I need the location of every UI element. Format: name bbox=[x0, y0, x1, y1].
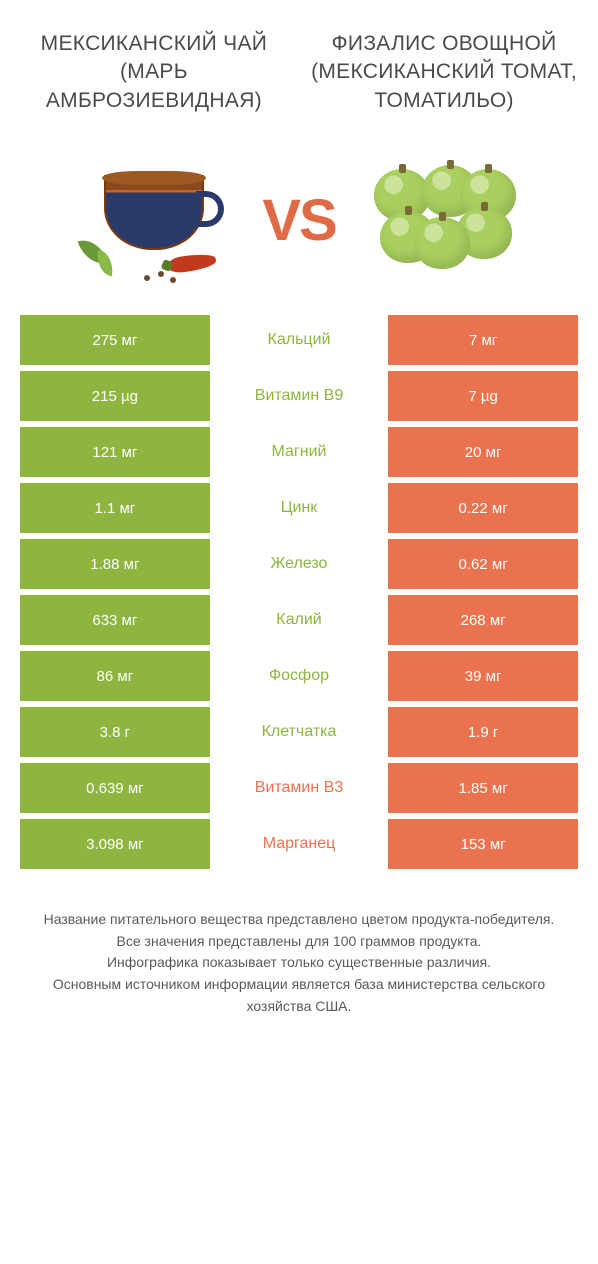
right-value-cell: 153 мг bbox=[388, 819, 578, 869]
left-value-cell: 86 мг bbox=[20, 651, 210, 701]
footer-line: Основным источником информации является … bbox=[28, 974, 570, 1017]
right-value-cell: 7 мг bbox=[388, 315, 578, 365]
right-value-cell: 0.22 мг bbox=[388, 483, 578, 533]
right-value-cell: 7 µg bbox=[388, 371, 578, 421]
table-row: 121 мгМагний20 мг bbox=[20, 427, 578, 477]
right-product-title: ФИЗАЛИС ОВОЩНОЙ (МЕКСИКАНСКИЙ ТОМАТ, ТОМ… bbox=[310, 30, 578, 115]
left-value-cell: 3.8 г bbox=[20, 707, 210, 757]
footer-notes: Название питательного вещества представл… bbox=[0, 875, 598, 1037]
right-value-cell: 1.9 г bbox=[388, 707, 578, 757]
nutrient-label: Железо bbox=[210, 539, 389, 589]
table-row: 86 мгФосфор39 мг bbox=[20, 651, 578, 701]
comparison-table: 275 мгКальций7 мг 215 µgВитамин B97 µg 121… bbox=[0, 315, 598, 869]
left-value-cell: 0.639 мг bbox=[20, 763, 210, 813]
left-product-image bbox=[74, 155, 234, 285]
left-value-cell: 1.1 мг bbox=[20, 483, 210, 533]
table-row: 215 µgВитамин B97 µg bbox=[20, 371, 578, 421]
left-value-cell: 1.88 мг bbox=[20, 539, 210, 589]
table-row: 633 мгКалий268 мг bbox=[20, 595, 578, 645]
left-value-cell: 633 мг bbox=[20, 595, 210, 645]
right-value-cell: 268 мг bbox=[388, 595, 578, 645]
nutrient-label: Марганец bbox=[210, 819, 389, 869]
table-row: 3.098 мгМарганец153 мг bbox=[20, 819, 578, 869]
nutrient-label: Цинк bbox=[210, 483, 389, 533]
table-row: 1.88 мгЖелезо0.62 мг bbox=[20, 539, 578, 589]
tomatillo-pile-icon bbox=[364, 155, 524, 285]
footer-line: Название питательного вещества представл… bbox=[28, 909, 570, 931]
right-value-cell: 1.85 мг bbox=[388, 763, 578, 813]
vs-label: VS bbox=[262, 187, 335, 254]
nutrient-label: Калий bbox=[210, 595, 389, 645]
hero-row: VS bbox=[0, 125, 598, 315]
right-value-cell: 39 мг bbox=[388, 651, 578, 701]
left-product-title: МЕКСИКАНСКИЙ ЧАЙ (МАРЬ АМБРОЗИЕВИДНАЯ) bbox=[20, 30, 288, 115]
footer-line: Инфографика показывает только существенн… bbox=[28, 952, 570, 974]
table-row: 275 мгКальций7 мг bbox=[20, 315, 578, 365]
left-value-cell: 275 мг bbox=[20, 315, 210, 365]
right-value-cell: 0.62 мг bbox=[388, 539, 578, 589]
table-row: 0.639 мгВитамин B31.85 мг bbox=[20, 763, 578, 813]
nutrient-label: Кальций bbox=[210, 315, 389, 365]
right-value-cell: 20 мг bbox=[388, 427, 578, 477]
nutrient-label: Витамин B9 bbox=[210, 371, 389, 421]
table-row: 3.8 гКлетчатка1.9 г bbox=[20, 707, 578, 757]
table-row: 1.1 мгЦинк0.22 мг bbox=[20, 483, 578, 533]
footer-line: Все значения представлены для 100 граммо… bbox=[28, 931, 570, 953]
left-value-cell: 121 мг bbox=[20, 427, 210, 477]
nutrient-label: Магний bbox=[210, 427, 389, 477]
mexican-tea-cup-icon bbox=[74, 155, 234, 285]
left-value-cell: 3.098 мг bbox=[20, 819, 210, 869]
titles-row: МЕКСИКАНСКИЙ ЧАЙ (МАРЬ АМБРОЗИЕВИДНАЯ) Ф… bbox=[0, 0, 598, 125]
right-product-image bbox=[364, 155, 524, 285]
nutrient-label: Клетчатка bbox=[210, 707, 389, 757]
left-value-cell: 215 µg bbox=[20, 371, 210, 421]
nutrient-label: Фосфор bbox=[210, 651, 389, 701]
nutrient-label: Витамин B3 bbox=[210, 763, 389, 813]
